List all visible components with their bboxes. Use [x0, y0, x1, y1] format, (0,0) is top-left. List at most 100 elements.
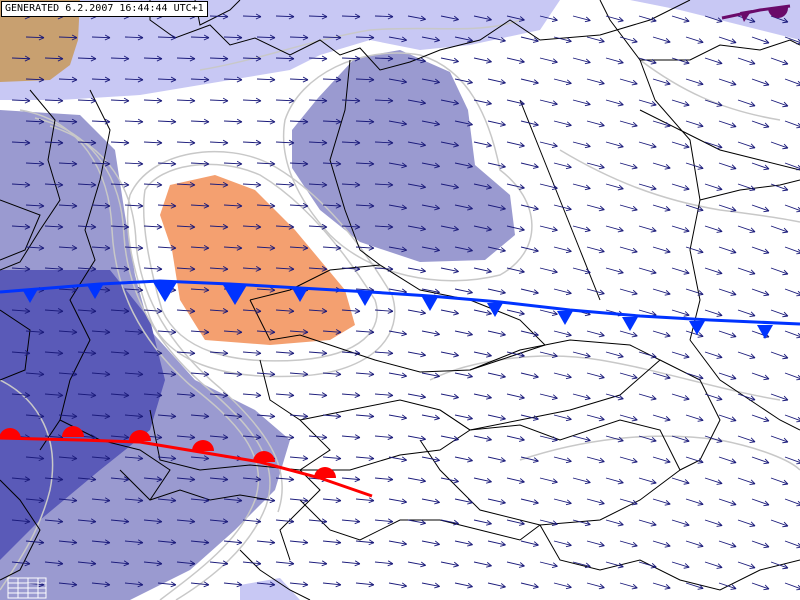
wind-arrow-icon: [685, 288, 704, 296]
wind-arrow-icon: [58, 34, 78, 41]
wind-arrow-icon: [190, 539, 210, 546]
river-vistula: [519, 99, 601, 301]
wind-arrow-icon: [388, 330, 407, 337]
occluded-front-line: [721, 4, 791, 20]
wind-arrow-icon: [341, 265, 361, 272]
wind-arrow-icon: [58, 287, 78, 293]
wind-arrow-icon: [44, 181, 64, 188]
wind-arrow-icon: [110, 55, 130, 62]
wind-arrow-icon: [770, 141, 789, 150]
cold-front-triangle-icon: [87, 285, 103, 299]
wind-arrow-icon: [77, 518, 97, 525]
wind-arrow-icon: [440, 309, 459, 316]
wind-arrow-icon: [454, 372, 473, 379]
wind-arrow-icon: [374, 13, 394, 20]
wind-arrow-icon: [737, 225, 756, 234]
wind-arrow-icon: [586, 414, 605, 422]
wind-arrow-icon: [58, 413, 78, 419]
wind-arrow-icon: [91, 118, 111, 125]
wind-arrow-icon: [737, 561, 756, 570]
wind-arrow-icon: [605, 435, 624, 443]
wind-arrow-icon: [473, 561, 492, 568]
wind-arrow-icon: [440, 393, 459, 400]
wind-arrow-icon: [355, 329, 375, 335]
wind-arrow-icon: [454, 36, 473, 43]
wind-arrow-icon: [341, 518, 361, 525]
wind-arrow-icon: [652, 372, 671, 380]
wind-arrow-icon: [374, 55, 394, 62]
wind-arrow-icon: [704, 435, 723, 443]
wind-arrow-icon: [275, 560, 295, 567]
wind-arrow-icon: [11, 308, 31, 314]
wind-arrow-icon: [110, 181, 130, 188]
wind-arrow-icon: [58, 118, 78, 125]
wind-arrow-icon: [553, 36, 572, 44]
wind-arrow-icon: [421, 120, 440, 127]
wind-arrow-icon: [704, 99, 723, 107]
wind-arrow-icon: [388, 246, 407, 253]
wind-arrow-icon: [685, 246, 704, 254]
wind-arrow-icon: [440, 519, 459, 526]
wind-arrow-icon: [91, 160, 111, 167]
cold-front-symbols: [22, 282, 773, 339]
wind-arrow-icon: [143, 476, 163, 483]
wind-arrow-icon: [751, 162, 770, 171]
wind-arrow-icon: [718, 204, 737, 212]
wind-arrow-icon: [553, 456, 572, 464]
wind-arrow-icon: [539, 15, 558, 23]
occluded-front-triangle-icon: [740, 10, 752, 22]
wind-arrow-icon: [586, 498, 605, 506]
wind-arrow-icon: [638, 435, 657, 443]
wind-arrow-icon: [704, 393, 723, 401]
wind-arrow-icon: [11, 97, 31, 104]
wind-arrow-icon: [638, 141, 657, 149]
wind-arrow-icon: [770, 225, 789, 234]
wind-arrow-icon: [605, 15, 624, 23]
wind-arrow-icon: [388, 414, 407, 421]
wind-arrow-icon: [553, 372, 572, 380]
wind-arrow-icon: [652, 582, 671, 590]
wind-arrow-icon: [242, 139, 262, 146]
wind-arrow-icon: [176, 560, 196, 567]
wind-arrow-icon: [421, 582, 440, 589]
wind-arrow-icon: [506, 477, 525, 484]
border-west-4: [0, 309, 31, 381]
wind-arrow-icon: [784, 330, 800, 339]
wind-arrow-icon: [44, 223, 64, 230]
wind-arrow-icon: [143, 350, 163, 356]
wind-arrow-icon: [737, 57, 756, 66]
wind-arrow-icon: [487, 582, 506, 589]
wind-arrow-icon: [110, 476, 130, 483]
wind-arrow-icon: [487, 78, 506, 85]
wind-arrow-icon: [209, 55, 229, 62]
border-west-1: [0, 89, 61, 271]
wind-arrow-icon: [308, 560, 328, 567]
wind-arrow-icon: [473, 393, 492, 400]
wind-arrow-icon: [374, 265, 394, 272]
wind-arrow-icon: [209, 97, 229, 104]
wind-arrow-icon: [454, 498, 473, 505]
wind-arrow-icon: [671, 519, 690, 527]
wind-arrow-icon: [751, 204, 770, 213]
wind-arrow-icon: [638, 225, 657, 233]
wind-arrow-icon: [143, 223, 163, 230]
wind-arrow-icon: [44, 392, 64, 398]
wind-arrow-icon: [308, 97, 328, 104]
wind-arrow-icon: [355, 34, 375, 41]
border-france-east: [0, 479, 41, 581]
cold-front-triangle-icon: [292, 288, 308, 302]
wind-arrow-icon: [110, 97, 130, 104]
cold-front: [0, 279, 800, 339]
wind-arrow-icon: [553, 78, 572, 86]
wind-arrow-icon: [341, 308, 361, 314]
wind-arrow-icon: [770, 561, 789, 570]
wind-arrow-icon: [407, 15, 426, 22]
wind-arrow-icon: [619, 330, 638, 338]
wind-arrow-icon: [91, 539, 111, 546]
wind-arrow-icon: [506, 225, 525, 232]
legend-grid-icon[interactable]: [7, 577, 47, 599]
wind-arrow-icon: [256, 413, 276, 419]
wind-arrow-icon: [784, 162, 800, 171]
wind-arrow-icon: [322, 329, 342, 335]
